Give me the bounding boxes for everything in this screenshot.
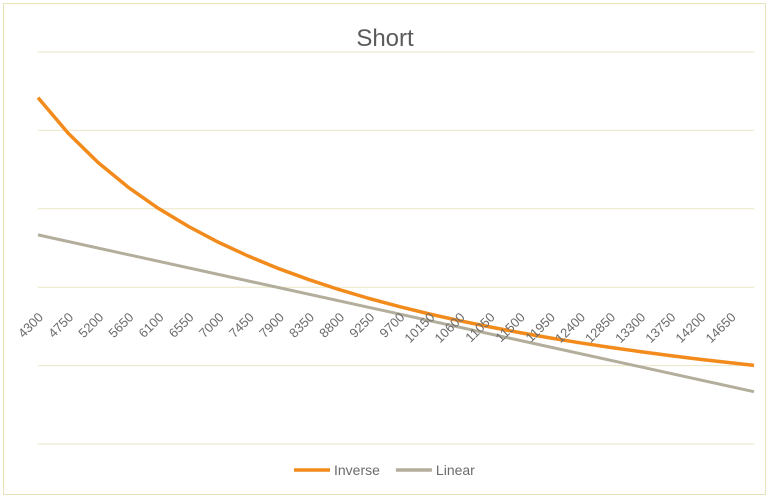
x-tick-label: 6100 — [136, 310, 167, 341]
series-line-inverse — [36, 96, 755, 368]
legend-label-linear: Linear — [436, 462, 475, 478]
x-tick-label: 13750 — [642, 310, 678, 346]
x-tick-label: 9250 — [346, 310, 377, 341]
x-tick-label: 7450 — [226, 310, 257, 341]
legend-label-inverse: Inverse — [334, 462, 380, 478]
x-tick-label: 4750 — [45, 310, 76, 341]
series-lines — [36, 96, 755, 394]
x-axis-tick-labels: 4300 4750 5200 5650 6100 6550 7000 7450 7900 8350… — [15, 310, 739, 346]
x-tick-label: 7900 — [256, 310, 287, 341]
x-tick-label: 5650 — [105, 310, 136, 341]
x-tick-label: 14200 — [672, 310, 708, 346]
line-chart: 4300 4750 5200 5650 6100 6550 7000 7450 7900 8350… — [15, 25, 755, 478]
x-tick-label: 8800 — [316, 310, 347, 341]
chart-title: Short — [356, 25, 414, 52]
series-line-linear — [37, 233, 755, 394]
x-tick-label: 5200 — [75, 310, 106, 341]
x-tick-label: 4300 — [15, 310, 46, 341]
legend: Inverse Linear — [294, 462, 475, 478]
x-tick-label: 14650 — [703, 310, 739, 346]
x-tick-label: 13300 — [612, 310, 648, 346]
x-tick-label: 12850 — [582, 310, 618, 346]
x-tick-label: 8350 — [286, 310, 317, 341]
gridlines — [38, 51, 754, 445]
x-tick-label: 6550 — [166, 310, 197, 341]
chart-frame: 4300 4750 5200 5650 6100 6550 7000 7450 7900 8350… — [3, 3, 766, 495]
x-tick-label: 7000 — [196, 310, 227, 341]
